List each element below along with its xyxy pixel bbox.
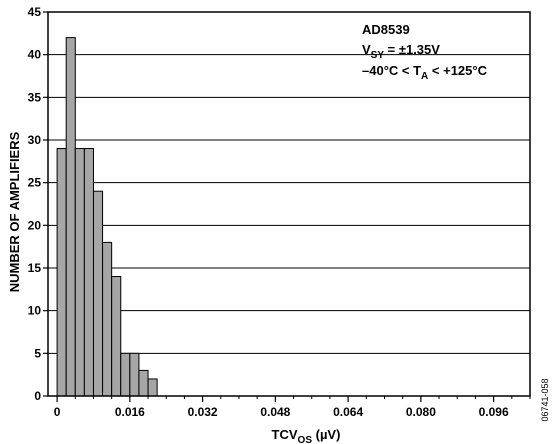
y-tick-label-5: 25 <box>28 176 42 190</box>
annotation-supply-voltage: VSY = ±1.35V <box>362 42 440 61</box>
y-tick-label-7: 35 <box>28 90 42 104</box>
figure-id: 06741-058 <box>540 378 550 421</box>
histogram-bar-4 <box>92 190 104 397</box>
x-axis-title-base: TCV <box>272 427 298 442</box>
x-tick-label-3: 0.048 <box>260 405 290 419</box>
x-tick-label-6: 0.096 <box>479 405 509 419</box>
histogram-bar-1 <box>65 37 76 397</box>
histogram-bar-7 <box>120 352 131 397</box>
plot-frame <box>47 11 531 397</box>
y-axis-title: NUMBER OF AMPLIFIERS <box>7 131 22 292</box>
x-tick-label-1: 0.016 <box>115 405 145 419</box>
x-tick-label-4: 0.064 <box>333 405 363 419</box>
x-tick-label-5: 0.080 <box>406 405 436 419</box>
y-axis-ticks: 0 5 10 15 20 25 30 35 40 45 <box>28 5 48 403</box>
histogram-bar-9 <box>138 369 149 397</box>
annotation-temp-prefix: –40°C < T <box>362 63 421 78</box>
annotation-temp-suffix: < +125°C <box>428 63 487 78</box>
histogram-bar-0 <box>56 148 67 397</box>
annotation-supply-sub: SY <box>371 50 385 61</box>
y-tick-label-8: 40 <box>28 48 42 62</box>
annotation-supply-suffix: = ±1.35V <box>384 42 440 57</box>
x-tick-label-0: 0 <box>54 405 61 419</box>
annotation-part-number: AD8539 <box>362 22 410 37</box>
y-tick-label-9: 45 <box>28 5 42 19</box>
histogram-bar-2 <box>74 148 85 397</box>
x-axis-title-suffix: (µV) <box>312 427 340 442</box>
x-axis-title: TCVOS (µV) <box>272 427 341 444</box>
y-tick-label-1: 5 <box>34 346 41 360</box>
y-tick-label-0: 0 <box>34 389 41 403</box>
histogram-bar-3 <box>83 148 94 397</box>
histogram-bar-5 <box>102 241 113 397</box>
histogram-bars <box>56 37 158 397</box>
gridlines <box>48 54 530 354</box>
y-tick-label-4: 20 <box>28 218 42 232</box>
x-axis-ticks: 0 0.016 0.032 0.048 0.064 0.080 0.096 <box>54 396 531 419</box>
annotation-supply-base: V <box>362 42 371 57</box>
histogram-bar-8 <box>129 352 140 397</box>
annotation-temperature-range: –40°C < TA < +125°C <box>362 63 488 82</box>
annotation-temp-sub: A <box>421 71 428 82</box>
x-tick-label-2: 0.032 <box>188 405 218 419</box>
y-tick-label-2: 10 <box>28 304 42 318</box>
histogram-bar-10 <box>147 378 158 397</box>
x-axis-title-sub: OS <box>298 435 313 444</box>
histogram-bar-6 <box>111 276 122 397</box>
y-tick-label-3: 15 <box>28 261 42 275</box>
y-tick-label-6: 30 <box>28 133 42 147</box>
